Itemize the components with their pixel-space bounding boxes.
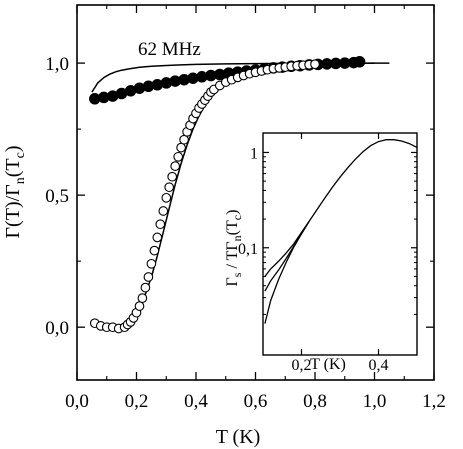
inset-x-tick-label: 0,4 xyxy=(369,357,389,374)
main-y-axis-label: Γ(T)/Γn(Tc) xyxy=(2,146,28,239)
open-data-point xyxy=(176,142,186,153)
inset-y-label-sub3: c xyxy=(230,215,244,220)
open-data-point xyxy=(143,272,154,282)
main-y-label-sub2: c xyxy=(13,152,28,158)
open-data-point xyxy=(179,134,189,145)
open-data-point xyxy=(170,161,181,171)
inset-y-label-suffix: ) xyxy=(224,210,241,215)
x-tick-label: 0,0 xyxy=(65,391,89,412)
main-y-label-mid: (T xyxy=(2,158,24,177)
inset-y-label-mid: / TΓ xyxy=(224,241,241,272)
inset-curve-1 xyxy=(264,220,310,292)
main-x-axis-label: T (K) xyxy=(216,426,261,448)
main-y-label-prefix: Γ(T)/Γ xyxy=(2,184,24,238)
filled-data-point xyxy=(353,56,366,68)
main-plot: 0,0 0,2 0,4 0,6 0,8 1,0 1,2 0,0 0,5 1,0 62 MHz T … xyxy=(2,4,446,448)
inset-y-axis-label: Γs / TΓn(Tc) xyxy=(224,210,244,287)
x-tick-label: 1,0 xyxy=(363,391,387,412)
x-tick-label: 0,2 xyxy=(125,391,149,412)
inset-x-tick-label: 0,2 xyxy=(292,357,312,374)
inset-y-tick-label: 1 xyxy=(250,145,258,162)
open-data-point xyxy=(149,245,160,256)
inset-curve-0 xyxy=(264,139,418,324)
open-data-point xyxy=(158,206,169,216)
main-y-label-suffix: ) xyxy=(2,146,24,153)
inset-curve-2 xyxy=(264,220,310,277)
main-series xyxy=(89,56,390,334)
inset-y-label-mid2: (T xyxy=(224,220,241,235)
main-y-label-sub1: n xyxy=(13,177,28,184)
inset-y-label-prefix: Γ xyxy=(224,277,241,286)
inset-axis-ticks: 0,2 0,4 0,1 1 xyxy=(238,133,417,374)
open-data-point xyxy=(146,258,157,269)
y-tick-label: 0,5 xyxy=(45,186,69,207)
open-data-point xyxy=(155,219,166,230)
open-data-point xyxy=(134,301,145,311)
main-axis-ticks: 0,0 0,2 0,4 0,6 0,8 1,0 1,2 0,0 0,5 1,0 xyxy=(45,5,446,412)
y-tick-label: 0,0 xyxy=(45,318,69,339)
inset-y-label-sub1: s xyxy=(230,272,244,277)
open-data-point xyxy=(164,182,175,193)
inset-y-label-sub2: n xyxy=(230,235,244,241)
open-data-point xyxy=(137,293,148,303)
open-data-point xyxy=(310,59,320,70)
inset-plot-background xyxy=(263,133,417,355)
x-tick-label: 0,4 xyxy=(184,391,208,412)
inset-plot: 0,2 0,4 0,1 1 T (K) Γs / TΓn(Tc) xyxy=(224,132,418,374)
inset-y-tick-label: 0,1 xyxy=(238,241,258,258)
y-tick-label: 1,0 xyxy=(45,54,69,75)
inset-series xyxy=(264,139,418,324)
open-data-point xyxy=(167,171,178,182)
open-data-point xyxy=(161,192,172,203)
open-data-point xyxy=(140,282,151,293)
open-data-point xyxy=(173,151,184,162)
x-tick-label: 0,6 xyxy=(244,391,268,412)
inset-plot-frame xyxy=(262,132,418,356)
open-data-point xyxy=(152,232,163,243)
x-tick-label: 0,8 xyxy=(303,391,327,412)
frequency-annotation: 62 MHz xyxy=(138,39,201,60)
x-tick-label: 1,2 xyxy=(422,391,446,412)
inset-x-axis-label: T (K) xyxy=(310,356,346,373)
